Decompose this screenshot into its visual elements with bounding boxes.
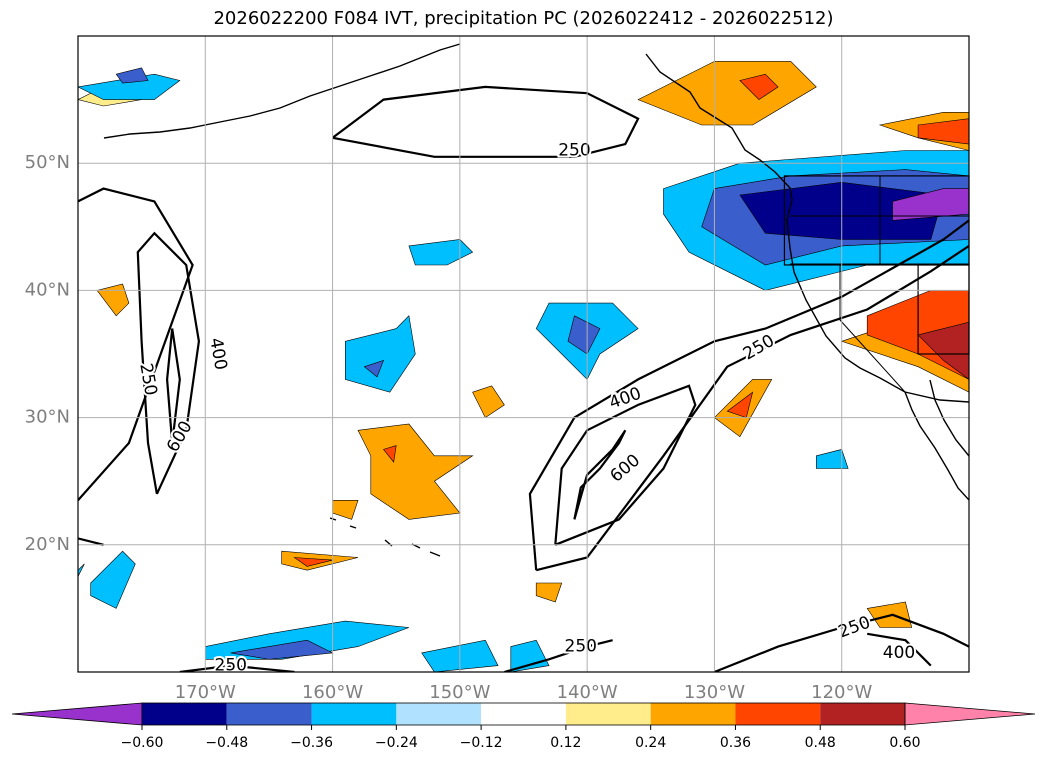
precip-region-11 — [363, 359, 385, 378]
lat-label-0: 20°N — [25, 534, 70, 555]
ivt-contour-400-7 — [554, 384, 697, 546]
colorbar-segment-5 — [565, 703, 651, 725]
ivt-contour-600-3 — [165, 328, 181, 444]
colorbar-segment-6 — [650, 703, 736, 725]
lon-label-3: 140°W — [557, 682, 618, 703]
precip-region-28 — [535, 582, 563, 603]
coastline-layer — [103, 43, 969, 557]
contour-label-1: 400 — [205, 336, 230, 371]
colorbar: −0.60 −0.48 −0.36 −0.24 −0.12 0.12 0.24 0.36 0.4… — [11, 702, 1036, 751]
contour-label-7: 250 — [565, 637, 597, 657]
lat-label-1: 30°N — [25, 407, 70, 428]
lat-label-2: 40°N — [25, 279, 70, 300]
colorbar-tick-label-2: −0.36 — [290, 735, 333, 751]
precip-region-18 — [293, 557, 333, 567]
chart-title: 2026022200 F084 IVT, precipitation PC (2… — [213, 8, 834, 29]
colorbar-segment-4 — [481, 703, 566, 725]
ivt-contour-250-10 — [504, 639, 613, 672]
colorbar-segment-2 — [311, 703, 397, 725]
precip-region-2 — [115, 67, 149, 84]
lon-label-1: 160°W — [302, 682, 363, 703]
precip-region-13 — [357, 423, 474, 520]
precip-region-31 — [90, 550, 136, 609]
precip-region-22 — [917, 118, 969, 145]
precip-region-30 — [78, 563, 85, 577]
colorbar-tick-label-4: −0.12 — [460, 735, 503, 751]
colorbar-tick-label-8: 0.48 — [805, 735, 836, 751]
precip-region-15 — [472, 385, 505, 419]
precip-region-6 — [892, 188, 969, 221]
precip-region-10 — [345, 315, 416, 393]
precip-region-14 — [382, 445, 397, 463]
colorbar-frame — [141, 702, 906, 726]
longitude-labels: 170°W 160°W 150°W 140°W 130°W 120°W — [175, 682, 873, 703]
precip-region-20 — [739, 73, 779, 100]
colorbar-tick-label-0: −0.60 — [121, 735, 164, 751]
colorbar-segment-8 — [820, 703, 905, 725]
lon-label-5: 120°W — [811, 682, 872, 703]
lat-label-3: 50°N — [25, 152, 70, 173]
precip-region-36 — [816, 449, 849, 469]
colorbar-extend-high — [904, 702, 1036, 726]
ivt-contour-250-9 — [179, 664, 295, 672]
precip-region-25 — [917, 321, 969, 380]
contour-label-8: 250 — [215, 656, 247, 676]
gridlines — [78, 36, 969, 672]
contour-label-10: 400 — [883, 643, 915, 663]
baja-coastline — [904, 391, 969, 501]
ivt-contour-250-0 — [78, 187, 194, 502]
colorbar-tick-label-3: −0.24 — [375, 735, 418, 751]
colorbar-segment-1 — [226, 703, 312, 725]
colorbar-segment-0 — [142, 703, 227, 725]
map-frame — [77, 35, 970, 673]
colorbar-tick-label-1: −0.48 — [205, 735, 248, 751]
gulf-coast — [929, 379, 969, 457]
precip-region-27 — [726, 391, 754, 418]
ivt-contour-400-12 — [867, 632, 932, 667]
aleutian-islands — [103, 43, 461, 139]
map-background — [78, 36, 969, 672]
ivt-contour-250-4 — [331, 85, 640, 158]
latitude-labels: 20°N 30°N 40°N 50°N — [25, 152, 70, 555]
ivt-contour-250-11 — [713, 613, 969, 672]
precip-region-35 — [510, 639, 550, 672]
ivt-contour-250-1 — [78, 537, 104, 546]
lon-label-0: 170°W — [175, 682, 236, 703]
colorbar-tick-label-5: 0.12 — [550, 735, 581, 751]
colorbar-segment-7 — [735, 703, 821, 725]
lon-label-2: 150°W — [429, 682, 490, 703]
ivt-contour-250-5 — [535, 244, 969, 572]
colorbar-tick-label-9: 0.60 — [889, 735, 920, 751]
lon-label-4: 130°W — [684, 682, 745, 703]
north-america-coastline — [645, 53, 969, 403]
colorbar-tick-label-6: 0.24 — [635, 735, 666, 751]
colorbar-extend-low — [11, 702, 143, 726]
ivt-contour-400-2 — [136, 231, 201, 495]
ivt-contour-600-8 — [573, 429, 627, 520]
state-borders — [790, 175, 969, 393]
contour-label-0: 250 — [558, 140, 590, 160]
colorbar-segment-3 — [396, 703, 482, 725]
precip-region-12 — [96, 283, 130, 317]
colorbar-tick-label-7: 0.36 — [720, 735, 751, 751]
